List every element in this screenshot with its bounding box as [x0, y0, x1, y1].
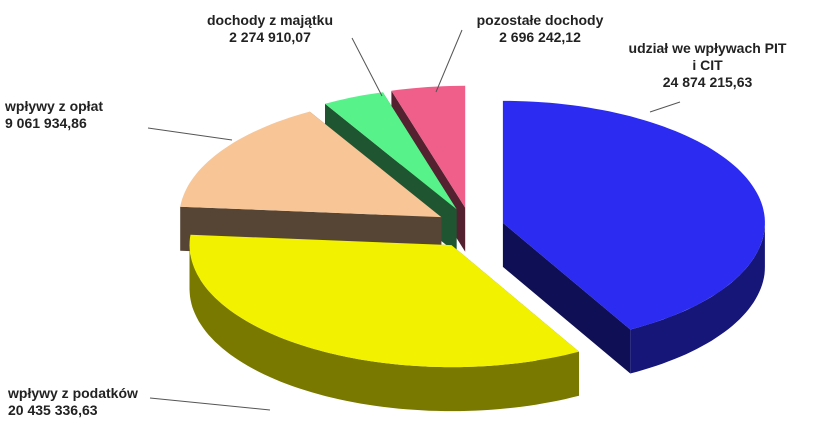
- slice-label: udział we wpływach PIT i CIT 24 874 215,…: [625, 40, 790, 91]
- pie-slice: [391, 85, 466, 208]
- slice-label: dochody z majątku 2 274 910,07: [185, 12, 355, 46]
- slice-label: wpływy z opłat 9 061 934,86: [5, 98, 155, 132]
- value-label: 2 274 910,07: [229, 29, 311, 45]
- pie-slice: [325, 92, 457, 210]
- category-label: wpływy z opłat: [5, 98, 104, 114]
- value-label: 2 696 242,12: [499, 29, 581, 45]
- pie-slice: [180, 111, 442, 218]
- leader-line: [649, 101, 681, 113]
- slice-side: [630, 222, 765, 374]
- pie-slice: [189, 234, 579, 368]
- slice-wall: [502, 222, 631, 374]
- leader-line: [147, 127, 233, 141]
- leader-line: [351, 37, 383, 97]
- category-label: udział we wpływach PIT i CIT: [628, 40, 787, 73]
- slice-label: pozostałe dochody 2 696 242,12: [455, 12, 625, 46]
- leader-line: [435, 29, 463, 93]
- value-label: 24 874 215,63: [662, 74, 753, 90]
- value-label: 20 435 336,63: [8, 402, 98, 418]
- pie-slice: [502, 100, 765, 330]
- leader-line: [149, 397, 271, 411]
- category-label: pozostałe dochody: [476, 12, 604, 28]
- category-label: dochody z majątku: [206, 12, 334, 28]
- slice-label: wpływy z podatków 20 435 336,63: [8, 385, 168, 419]
- category-label: wpływy z podatków: [8, 385, 138, 401]
- value-label: 9 061 934,86: [5, 115, 87, 131]
- slice-side: [189, 245, 579, 412]
